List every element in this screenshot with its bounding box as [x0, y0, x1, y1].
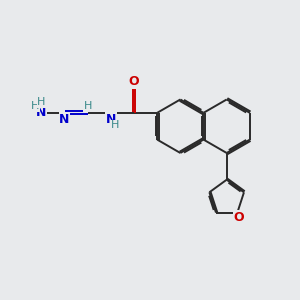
Text: H: H	[83, 101, 92, 111]
Text: H: H	[31, 101, 39, 111]
Text: N: N	[36, 106, 46, 119]
Text: O: O	[233, 211, 244, 224]
Text: H: H	[37, 98, 46, 107]
Text: N: N	[59, 113, 70, 126]
Text: H: H	[111, 120, 119, 130]
Text: N: N	[106, 113, 116, 126]
Text: O: O	[129, 75, 139, 88]
